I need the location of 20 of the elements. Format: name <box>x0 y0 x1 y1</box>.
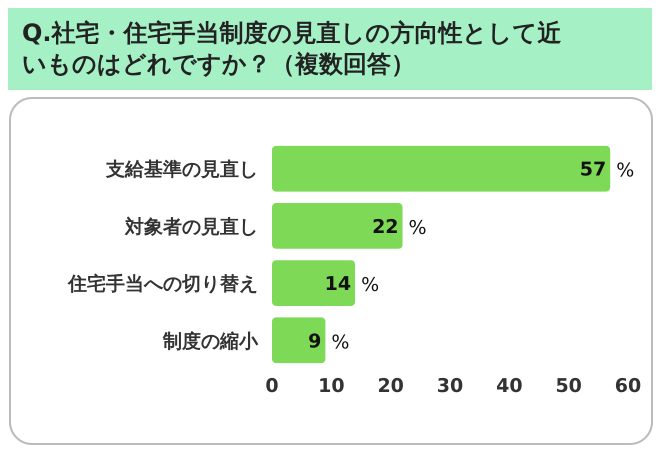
bar <box>272 317 326 364</box>
bar <box>272 203 403 249</box>
data-label: 57 % <box>580 158 634 182</box>
chart-title: Q.社宅・住宅手当制度の見直しの方向性として近いものはどれですか？（複数回答） <box>22 18 563 80</box>
y-tick-label: 対象者の見直し <box>124 216 258 238</box>
x-tick-label: 0 <box>265 375 279 397</box>
y-tick-label: 住宅手当への切り替え <box>67 273 258 296</box>
x-tick-label: 30 <box>436 375 464 397</box>
y-tick-label: 制度の縮小 <box>162 330 259 352</box>
y-tick-label: 支給基準の見直し <box>105 158 258 181</box>
x-tick-label: 10 <box>318 375 345 397</box>
x-tick-label: 50 <box>555 375 582 397</box>
bar <box>272 146 610 192</box>
x-tick-label: 20 <box>377 375 404 397</box>
x-tick-label: 60 <box>614 375 642 397</box>
bar <box>272 260 356 306</box>
x-tick-label: 40 <box>496 375 523 397</box>
data-label: 14 % <box>324 273 380 296</box>
data-label: 22 % <box>372 216 427 239</box>
data-label: 9 % <box>308 330 350 354</box>
